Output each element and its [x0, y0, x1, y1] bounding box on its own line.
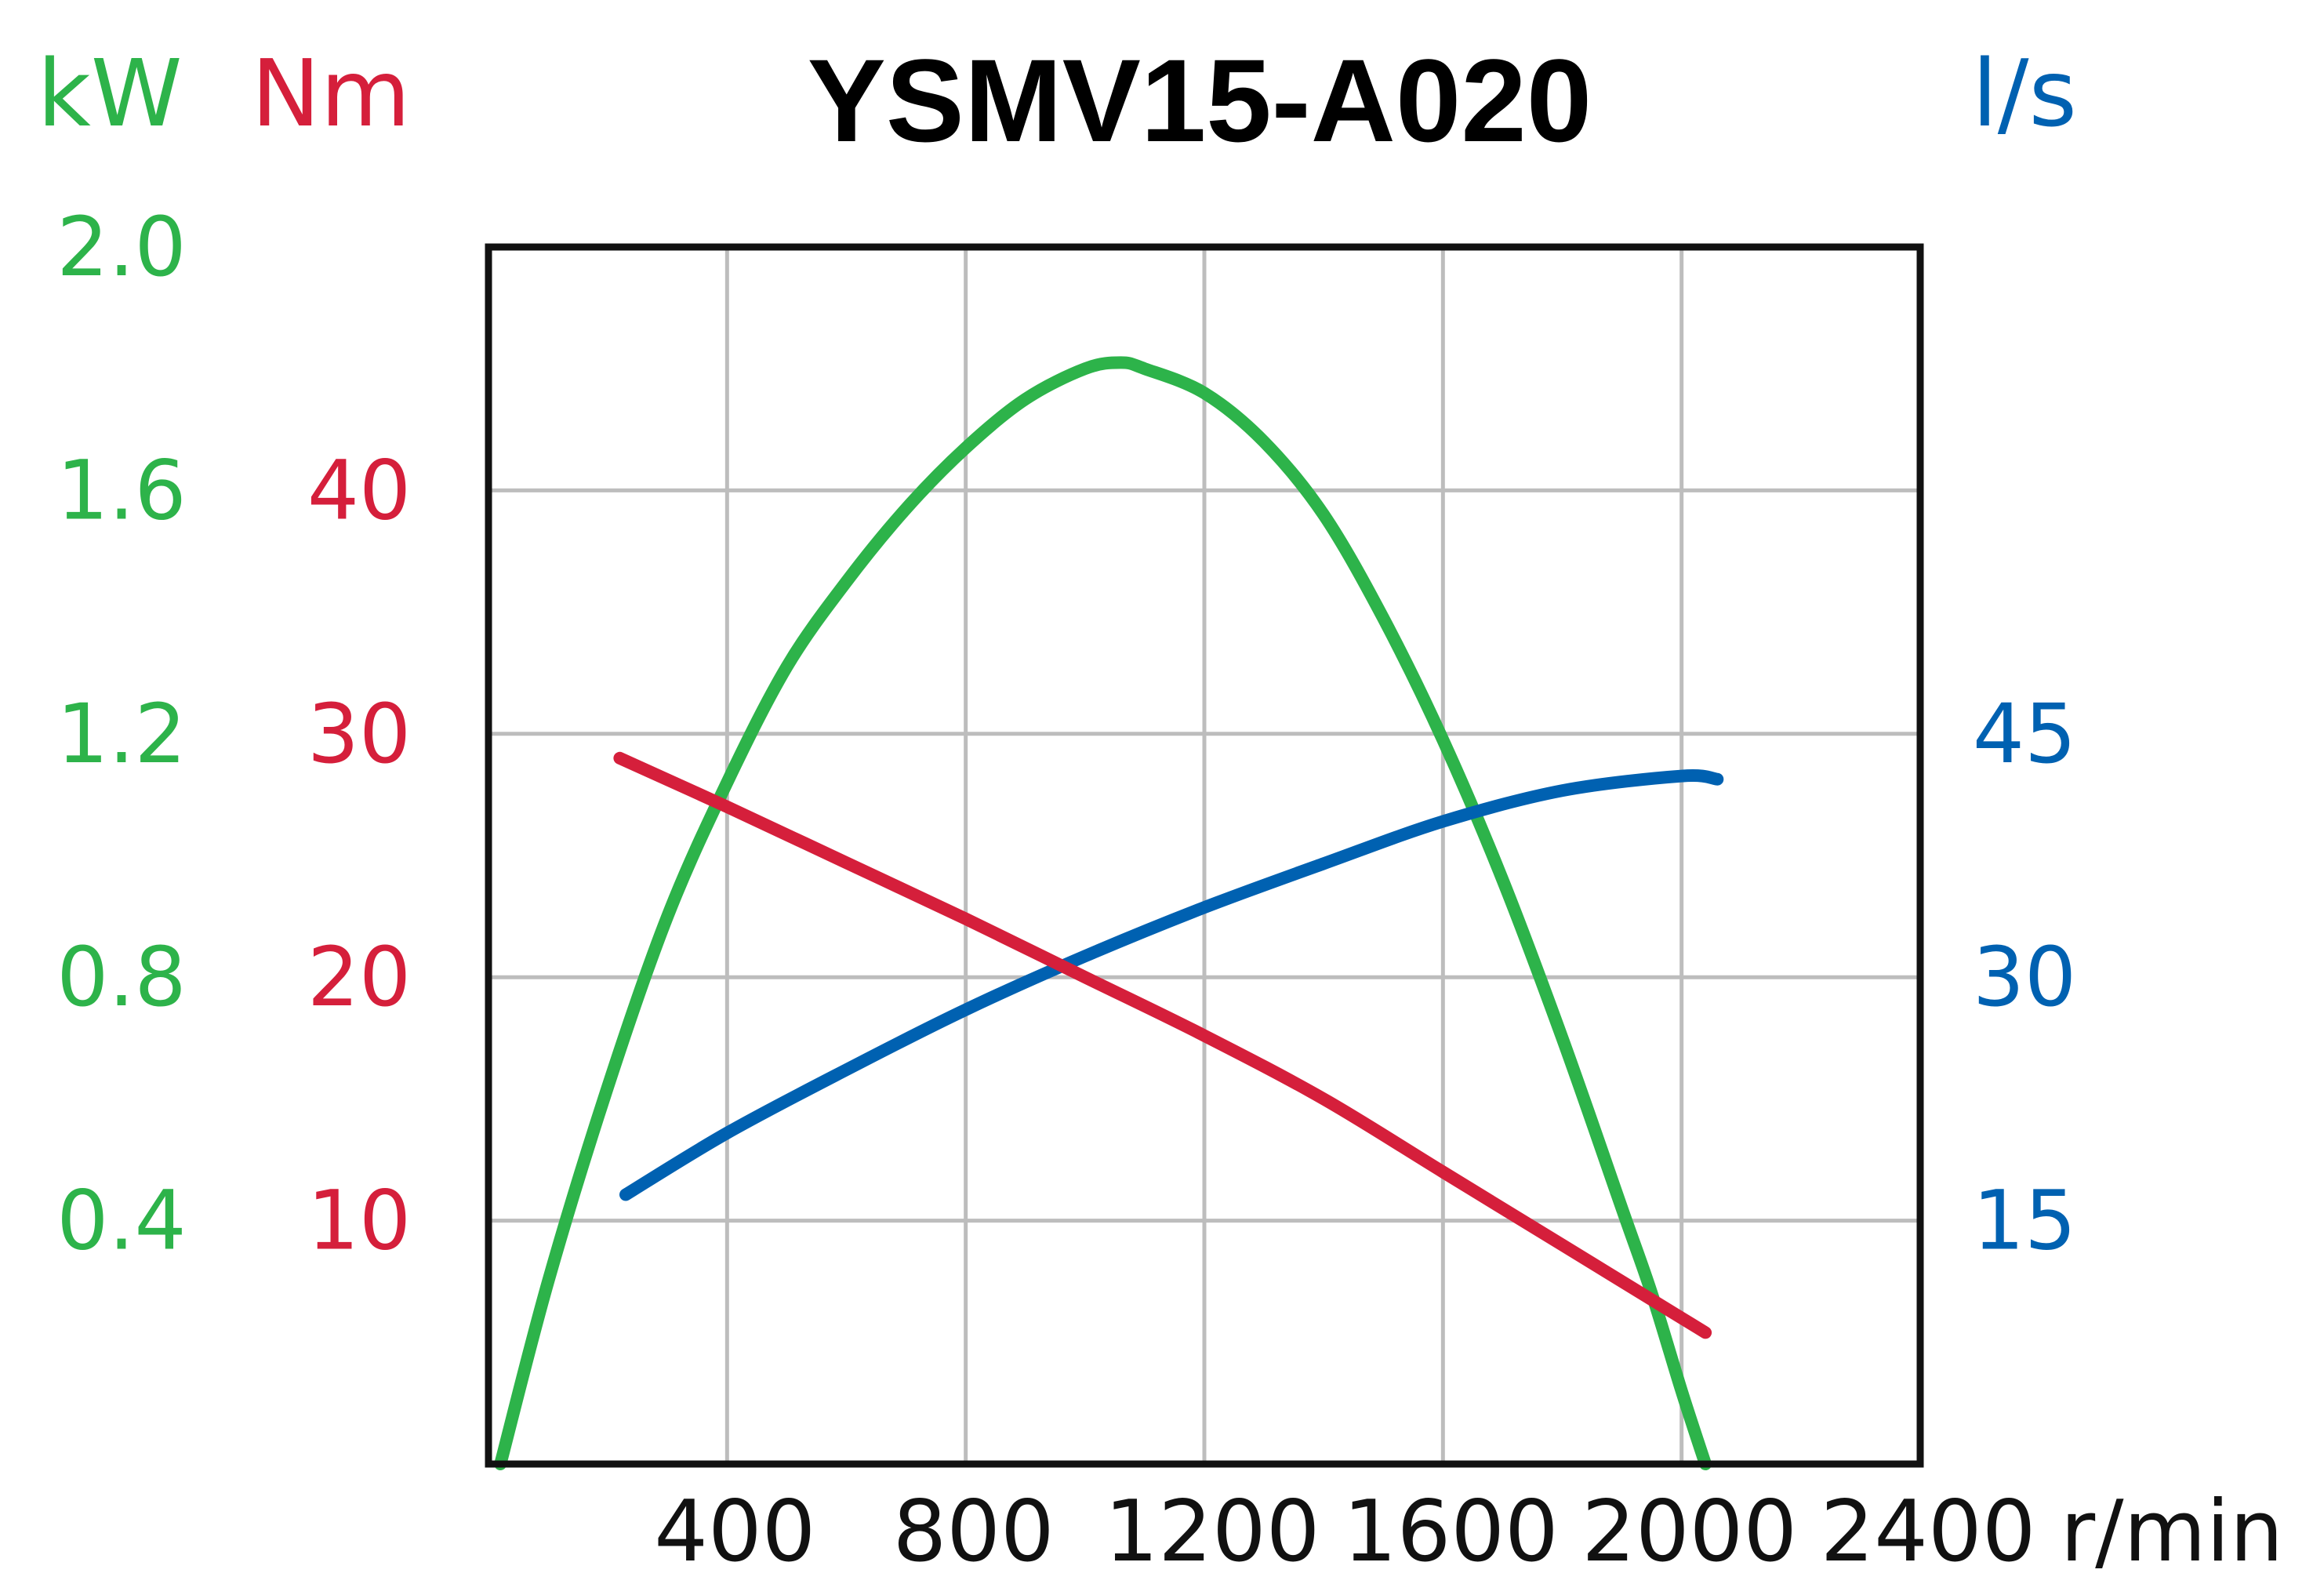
x-tick-label: 800: [893, 1483, 1055, 1581]
power-tick-label: 2.0: [56, 199, 186, 295]
flow-curve: [619, 769, 1724, 1201]
torque-tick-label: 40: [307, 442, 411, 538]
x-axis-label: r/min: [2061, 1483, 2283, 1581]
x-tick-label: 2000: [1581, 1483, 1797, 1581]
power-tick-label: 1.6: [56, 442, 186, 538]
torque-unit-label: Nm: [251, 39, 410, 147]
flow-unit-label: l/s: [1972, 39, 2077, 147]
grid-lines: [488, 247, 1920, 1464]
power-curve: [494, 356, 1712, 1470]
plot-frame: [485, 243, 1924, 1468]
torque-curve: [613, 751, 1712, 1339]
power-unit-label: kW: [37, 39, 182, 147]
x-tick-label: 400: [654, 1483, 815, 1581]
flow-tick-label: 45: [1973, 686, 2076, 782]
power-tick-label: 1.2: [56, 686, 186, 782]
flow-axis-ticks: 15 30 45: [1973, 686, 2076, 1269]
torque-tick-label: 20: [307, 929, 411, 1025]
x-tick-label: 2400: [1821, 1483, 2036, 1581]
x-tick-label: 1600: [1343, 1483, 1559, 1581]
power-axis-ticks: 0.4 0.8 1.2 1.6 2.0: [56, 199, 186, 1269]
torque-tick-label: 10: [307, 1173, 411, 1269]
x-axis-ticks: 400 800 1200 1600 2000 2400: [654, 1483, 2035, 1581]
power-tick-label: 0.8: [56, 929, 186, 1025]
chart-title: YSMV15-A020: [808, 35, 1592, 166]
torque-tick-label: 30: [307, 686, 411, 782]
torque-axis-ticks: 10 20 30 40: [307, 442, 411, 1268]
flow-tick-label: 15: [1973, 1173, 2076, 1269]
x-tick-label: 1200: [1105, 1483, 1320, 1581]
flow-tick-label: 30: [1973, 929, 2076, 1025]
power-tick-label: 0.4: [56, 1173, 186, 1269]
